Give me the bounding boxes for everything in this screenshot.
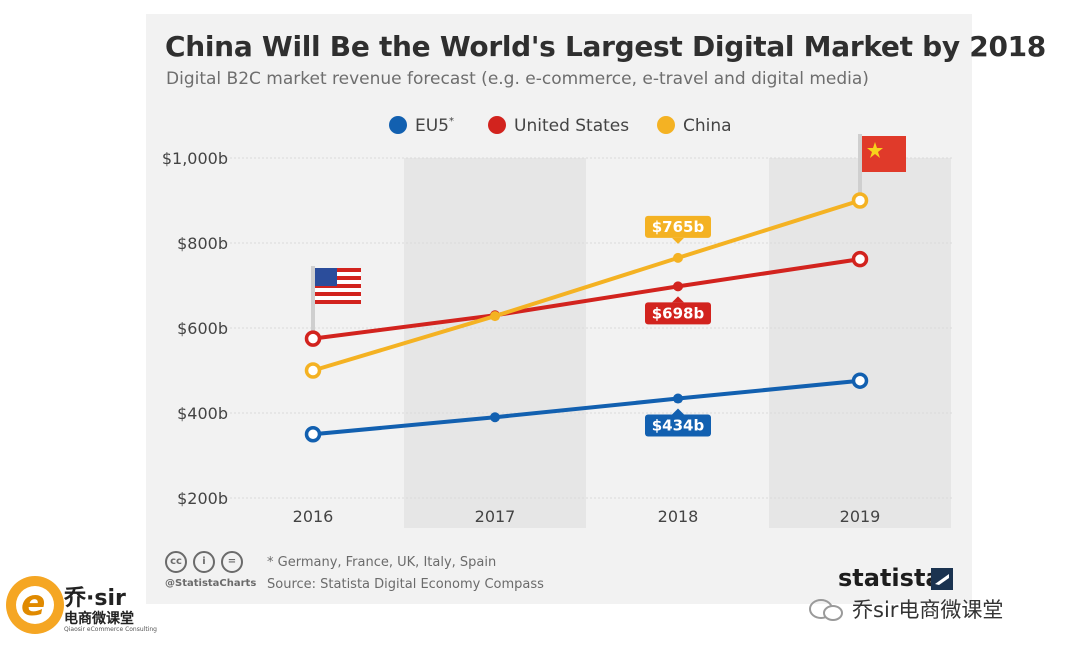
series-china bbox=[304, 192, 869, 379]
footnote: * Germany, France, UK, Italy, Spain bbox=[267, 555, 497, 570]
data-point[interactable] bbox=[490, 412, 500, 423]
series-line bbox=[312, 257, 861, 341]
data-point[interactable] bbox=[851, 192, 869, 209]
attribution-icon: i bbox=[193, 551, 215, 573]
legend-marker bbox=[389, 116, 407, 134]
series-united-states bbox=[304, 250, 869, 347]
legend-item[interactable]: China bbox=[657, 116, 732, 136]
data-point[interactable] bbox=[490, 311, 500, 322]
wechat-watermark: 乔sir电商微课堂 bbox=[808, 594, 1058, 624]
value-label-box bbox=[645, 414, 711, 437]
value-label-box bbox=[645, 215, 711, 238]
source-note: Source: Statista Digital Economy Compass bbox=[267, 577, 544, 592]
x-tick-label: 2018 bbox=[658, 507, 699, 526]
value-label-box bbox=[645, 302, 711, 325]
legend-label: United States bbox=[514, 116, 629, 136]
value-label-text: $698b bbox=[652, 304, 705, 322]
legend-label: EU5* bbox=[415, 116, 454, 136]
data-point[interactable] bbox=[304, 330, 322, 347]
legend-item[interactable]: United States bbox=[488, 116, 629, 136]
wechat-account-name: 乔sir电商微课堂 bbox=[852, 598, 1004, 622]
value-label: $434b bbox=[645, 408, 711, 437]
data-point[interactable] bbox=[673, 281, 683, 292]
value-label: $698b bbox=[645, 296, 711, 325]
data-point[interactable] bbox=[304, 426, 322, 443]
y-tick-label: $400b bbox=[177, 404, 228, 423]
china-flag-icon bbox=[858, 134, 906, 200]
series-line bbox=[312, 198, 861, 373]
legend-marker bbox=[657, 116, 675, 134]
wechat-icon bbox=[809, 599, 843, 621]
qiaosir-logo: e 乔·sir 电商微课堂 Qiaosir eCommerce Consulti… bbox=[4, 566, 157, 646]
legend-label: China bbox=[683, 116, 732, 136]
y-tick-label: $1,000b bbox=[162, 149, 228, 168]
y-tick-label: $600b bbox=[177, 319, 228, 338]
legend-marker bbox=[488, 116, 506, 134]
e-letter-icon: e bbox=[21, 583, 46, 624]
column-band bbox=[404, 158, 586, 528]
data-point[interactable] bbox=[851, 250, 869, 268]
no-derivatives-icon: = bbox=[221, 551, 243, 573]
value-label-text: $765b bbox=[652, 218, 705, 236]
y-tick-label: $200b bbox=[177, 489, 228, 508]
data-point[interactable] bbox=[851, 372, 869, 389]
statista-brand[interactable]: statista bbox=[838, 564, 942, 592]
x-tick-label: 2016 bbox=[293, 507, 334, 526]
data-point[interactable] bbox=[673, 393, 683, 404]
value-label-text: $434b bbox=[652, 417, 705, 435]
series-line bbox=[312, 378, 861, 437]
series-eu5 bbox=[304, 372, 869, 443]
legend-item[interactable]: EU5* bbox=[389, 116, 454, 136]
logo-subtitle: 电商微课堂 bbox=[64, 611, 134, 627]
chart-title: China Will Be the World's Largest Digita… bbox=[165, 30, 1046, 63]
data-point[interactable] bbox=[304, 362, 322, 379]
statista-handle: @StatistaCharts bbox=[165, 578, 257, 589]
logo-wordmark: 乔·sir bbox=[64, 586, 126, 611]
us-flag-icon bbox=[311, 266, 361, 338]
data-point[interactable] bbox=[673, 252, 683, 263]
statista-logo-icon bbox=[931, 568, 953, 590]
creative-commons-icon: cc bbox=[165, 551, 187, 573]
x-tick-label: 2017 bbox=[475, 507, 516, 526]
y-tick-label: $800b bbox=[177, 234, 228, 253]
value-label: $765b bbox=[645, 215, 711, 244]
logo-tagline: Qiaosir eCommerce Consulting bbox=[64, 626, 157, 633]
column-band bbox=[769, 158, 951, 528]
chart-subtitle: Digital B2C market revenue forecast (e.g… bbox=[166, 69, 869, 89]
x-tick-label: 2019 bbox=[840, 507, 881, 526]
